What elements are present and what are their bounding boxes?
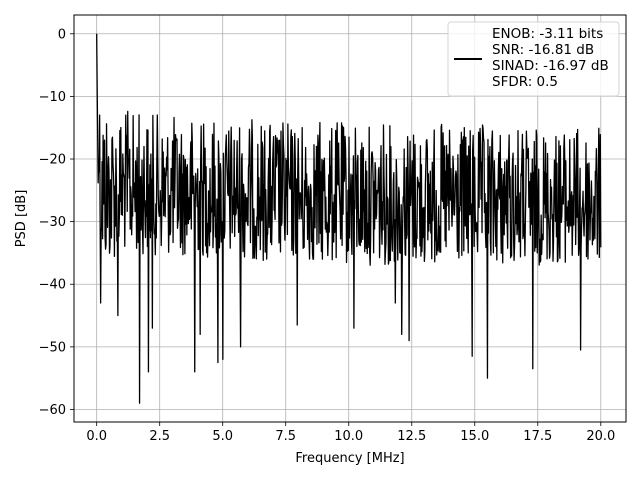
x-tick-label: 5.0 bbox=[212, 429, 233, 444]
x-tick-label: 0.0 bbox=[86, 429, 107, 444]
legend: ENOB: -3.11 bits SNR: -16.81 dB SINAD: -… bbox=[447, 21, 620, 97]
y-tick-label: −10 bbox=[39, 90, 66, 105]
x-tick-label: 2.5 bbox=[149, 429, 170, 444]
series-layer bbox=[96, 33, 602, 404]
x-tick-label: 17.5 bbox=[523, 429, 552, 444]
x-tick-label: 12.5 bbox=[397, 429, 426, 444]
x-tick-label: 15.0 bbox=[460, 429, 489, 444]
x-tick-label: 7.5 bbox=[275, 429, 296, 444]
y-tick-label: −60 bbox=[39, 403, 66, 418]
x-tick-label: 20.0 bbox=[586, 429, 615, 444]
y-tick-label: −30 bbox=[39, 215, 66, 230]
plot-frame bbox=[73, 14, 627, 423]
psd-series-line bbox=[96, 33, 602, 404]
x-axis: 0.0 2.5 5.0 7.5 10.0 12.5 15.0 17.5 20.0 bbox=[86, 422, 615, 444]
y-axis: 0 −10 −20 −30 −40 −50 −60 bbox=[39, 27, 74, 418]
y-tick-label: −20 bbox=[39, 153, 66, 168]
legend-snr: SNR: -16.81 dB bbox=[492, 42, 594, 58]
y-axis-label: PSD [dB] bbox=[14, 190, 29, 248]
legend-enob: ENOB: -3.11 bits bbox=[492, 26, 603, 42]
x-tick-label: 10.0 bbox=[334, 429, 363, 444]
legend-box bbox=[447, 21, 620, 97]
y-tick-label: 0 bbox=[58, 27, 66, 42]
legend-sinad: SINAD: -16.97 dB bbox=[492, 58, 609, 74]
y-tick-label: −40 bbox=[39, 278, 66, 293]
y-tick-label: −50 bbox=[39, 340, 66, 355]
legend-sfdr: SFDR: 0.5 bbox=[492, 74, 558, 90]
x-axis-label: Frequency [MHz] bbox=[295, 451, 404, 466]
